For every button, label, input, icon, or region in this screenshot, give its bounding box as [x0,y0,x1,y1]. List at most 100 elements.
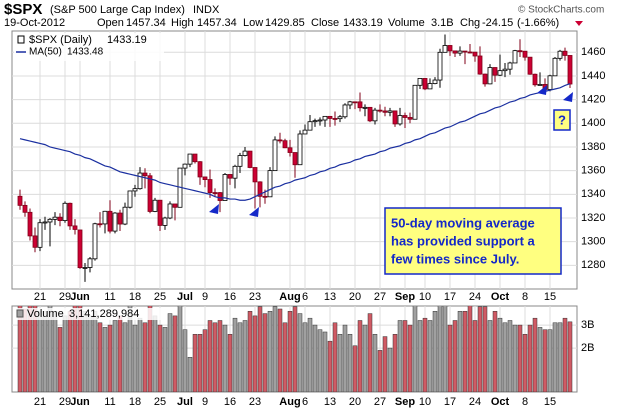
header-value: 3.1B [431,17,454,29]
x-tick-label: 15 [544,291,556,303]
volume-bar [447,324,453,392]
x-tick-label: 25 [154,291,166,303]
x-tick-label: Aug [279,291,300,303]
volume-bar [462,311,468,392]
candle-body [62,202,68,221]
volume-bar [167,313,173,392]
volume-bar [467,306,473,392]
annotation: few times since July. [391,251,519,266]
legend-swatch [17,35,25,44]
volume-bar [237,322,243,392]
volume-bar [432,311,438,392]
header-label: Close [311,17,339,29]
volume-bar [372,334,378,392]
volume-bar [197,334,203,392]
x-tick-label: 16 [224,291,236,303]
candle-body [367,106,373,122]
volume-bar [337,334,343,392]
volume-bar [302,322,308,392]
candle-body [207,179,213,193]
volume-bar [152,315,158,392]
candle-body [137,172,143,190]
volume-bar [512,324,518,392]
volume-bar [227,334,233,392]
candle-body [377,109,383,112]
candle-body [107,210,113,232]
x-tick-label: Jun [70,396,90,408]
candle-body [467,51,473,54]
candle-body [412,84,418,120]
volume-bar [222,324,228,392]
candle-body [502,68,508,72]
x-tick-label: 21 [34,396,46,408]
ma-line [19,83,571,201]
volume-bar [357,320,363,392]
volume-bar [122,322,128,392]
volume-bar [507,320,513,392]
candle-body [507,62,513,70]
candle-body [472,51,478,57]
volume-bar [452,320,458,392]
legend-box [14,33,164,61]
volume-bar [52,311,58,392]
candle-body [237,155,243,167]
volume-bar [97,322,103,392]
volume-bar [57,327,63,392]
change-arrow [575,21,583,26]
candle-body [362,106,368,109]
volume-bar [387,347,393,392]
candle-body [52,216,58,220]
y-tick-label: 1300 [581,236,605,248]
x-tick-label: 29 [59,291,71,303]
candle-body [287,147,293,153]
volume-bar [107,324,113,392]
volume-bar [537,327,543,392]
annotation: 50-day moving average [391,215,535,230]
volume-bar [422,317,428,392]
candle-body [22,204,28,213]
x-tick-label: 17 [444,291,456,303]
legend-label: MA(50) [29,47,62,58]
x-tick-label: Oct [491,396,510,408]
candle-body [212,192,218,194]
candle-body [387,110,393,113]
x-tick-label: 24 [469,396,481,408]
y-tick-label: 1380 [581,141,605,153]
candle-body [92,223,98,260]
x-tick-label: 29 [59,396,71,408]
x-tick-label: 9 [202,291,208,303]
candle-body [317,119,323,122]
candle-body [417,78,423,86]
candle-body [182,163,188,169]
candle-body [192,153,198,163]
legend-value: 3,141,289,984 [69,308,139,320]
x-tick-label: 27 [374,396,386,408]
volume-bar [132,324,138,392]
candle-body [232,165,238,179]
volume-bar [282,322,288,392]
y-tick-label: 3B [581,319,594,331]
candle-body [82,267,88,269]
x-tick-label: 23 [249,291,261,303]
x-tick-label: 21 [34,291,46,303]
date: 19-Oct-2012 [4,17,65,29]
volume-bar [32,306,38,392]
volume-bar [547,329,553,392]
candle-body [562,50,568,56]
volume-bar [412,306,418,392]
header-value: 1429.85 [265,17,305,29]
x-tick-label: Jun [70,291,90,303]
volume-bar [367,313,373,392]
candle-body [187,153,193,165]
candle-body [257,181,263,197]
candle-body [57,216,63,221]
volume-bar [202,329,208,392]
candle-body [142,172,148,177]
legend-box [14,308,164,320]
volume-bar [67,311,73,392]
annotation-box [384,207,562,275]
candle-body [407,117,413,120]
volume-bar [17,306,23,392]
candle-body [332,118,338,120]
volume-bar [257,306,263,392]
